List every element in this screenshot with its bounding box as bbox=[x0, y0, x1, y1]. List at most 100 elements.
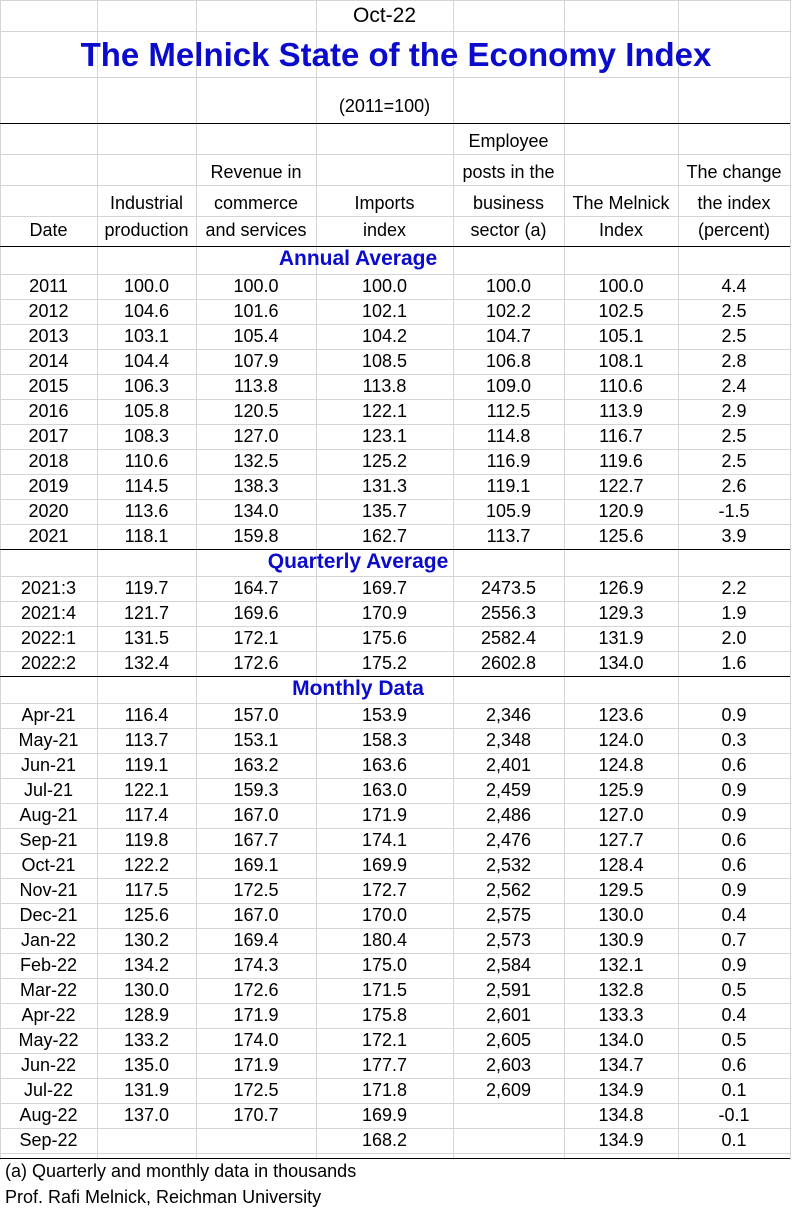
table-cell: 2,348 bbox=[485, 730, 532, 750]
grid-hline bbox=[0, 0, 790, 1]
table-cell: 174.1 bbox=[361, 830, 408, 850]
table-cell: 2,609 bbox=[485, 1080, 532, 1100]
table-cell: 110.6 bbox=[599, 376, 643, 396]
grid-hline bbox=[0, 1128, 790, 1129]
table-cell: 2.4 bbox=[721, 376, 747, 396]
table-cell: 170.9 bbox=[361, 603, 408, 623]
grid-hline bbox=[0, 803, 790, 804]
page-title: The Melnick State of the Economy Index bbox=[80, 36, 712, 73]
grid-vline bbox=[678, 0, 679, 1160]
grid-hline bbox=[0, 324, 790, 325]
table-cell: 2022:1 bbox=[20, 628, 77, 648]
table-cell: 163.0 bbox=[361, 780, 408, 800]
table-cell: 180.4 bbox=[361, 930, 408, 950]
table-cell: 100.0 bbox=[361, 276, 408, 296]
grid-hline bbox=[0, 31, 790, 32]
column-header-line: production bbox=[104, 220, 189, 240]
grid-vline bbox=[0, 0, 1, 1160]
table-cell: 0.5 bbox=[721, 980, 747, 1000]
table-cell: 169.4 bbox=[233, 930, 279, 950]
table-cell: 113.7 bbox=[124, 730, 169, 750]
table-cell: 0.1 bbox=[721, 1130, 747, 1150]
table-cell: 131.5 bbox=[123, 628, 170, 648]
table-cell: 120.9 bbox=[598, 501, 644, 521]
table-cell: 175.0 bbox=[361, 955, 408, 975]
grid-hline bbox=[0, 728, 790, 729]
table-cell: 114.8 bbox=[486, 426, 531, 446]
table-cell: 0.1 bbox=[721, 1080, 747, 1100]
column-header-line: Imports bbox=[354, 193, 415, 213]
grid-hline bbox=[0, 651, 790, 652]
table-cell: 130.9 bbox=[598, 930, 644, 950]
table-cell: 128.4 bbox=[598, 855, 644, 875]
table-cell: 123.1 bbox=[361, 426, 408, 446]
table-cell: 1.9 bbox=[721, 603, 747, 623]
table-cell: 170.7 bbox=[233, 1105, 279, 1125]
table-cell: 172.6 bbox=[233, 653, 279, 673]
table-cell: 2015 bbox=[28, 376, 69, 396]
table-cell: 122.1 bbox=[361, 401, 408, 421]
table-cell: 119.1 bbox=[486, 476, 531, 496]
table-cell: 113.8 bbox=[234, 376, 278, 396]
table-cell: 0.9 bbox=[721, 705, 747, 725]
table-cell: 105.4 bbox=[233, 326, 279, 346]
table-cell: 2,573 bbox=[485, 930, 532, 950]
table-cell: 171.5 bbox=[361, 980, 408, 1000]
table-cell: 1.6 bbox=[721, 653, 747, 673]
table-cell: 134.0 bbox=[598, 1030, 644, 1050]
table-cell: 124.8 bbox=[598, 755, 644, 775]
grid-hline bbox=[0, 928, 790, 929]
table-cell: Sep-22 bbox=[19, 1130, 78, 1150]
table-cell: 0.6 bbox=[721, 755, 747, 775]
table-cell: 134.7 bbox=[598, 1055, 644, 1075]
table-cell: 0.3 bbox=[721, 730, 747, 750]
table-cell: Oct-21 bbox=[21, 855, 76, 875]
table-cell: 131.9 bbox=[123, 1080, 170, 1100]
table-cell: 4.4 bbox=[721, 276, 747, 296]
column-header-line: the index bbox=[697, 193, 771, 213]
column-header-line: Index bbox=[598, 220, 644, 240]
table-cell: 130.0 bbox=[123, 980, 170, 1000]
column-header-line: (percent) bbox=[697, 220, 771, 240]
table-cell: 169.6 bbox=[233, 603, 279, 623]
table-cell: Aug-22 bbox=[19, 1105, 78, 1125]
grid-hline bbox=[0, 576, 790, 577]
table-cell: 134.8 bbox=[598, 1105, 644, 1125]
grid-hline bbox=[0, 1053, 790, 1054]
table-cell: 2602.8 bbox=[480, 653, 537, 673]
table-cell: 2,346 bbox=[485, 705, 532, 725]
table-cell: 175.8 bbox=[361, 1005, 408, 1025]
table-cell: 133.2 bbox=[123, 1030, 170, 1050]
table-cell: 164.7 bbox=[233, 578, 279, 598]
table-cell: 2.9 bbox=[721, 401, 747, 421]
table-cell: 117.5 bbox=[124, 880, 169, 900]
grid-vline bbox=[196, 0, 197, 1160]
table-cell: 2016 bbox=[28, 401, 69, 421]
table-cell: 0.6 bbox=[721, 830, 747, 850]
table-cell: 128.9 bbox=[123, 1005, 170, 1025]
table-cell: -1.5 bbox=[718, 501, 750, 521]
table-cell: 119.8 bbox=[124, 830, 169, 850]
spreadsheet: Oct-22 The Melnick State of the Economy … bbox=[0, 0, 791, 1207]
table-cell: 116.4 bbox=[124, 705, 169, 725]
table-cell: 126.9 bbox=[598, 578, 644, 598]
table-cell: 172.5 bbox=[233, 880, 279, 900]
table-cell: 134.2 bbox=[123, 955, 170, 975]
table-cell: 101.6 bbox=[233, 301, 279, 321]
table-cell: 2014 bbox=[28, 351, 69, 371]
column-header-line: index bbox=[362, 220, 407, 240]
table-cell: Mar-22 bbox=[19, 980, 77, 1000]
table-cell: 102.5 bbox=[598, 301, 644, 321]
table-cell: 167.0 bbox=[233, 805, 279, 825]
grid-hline bbox=[0, 524, 790, 525]
table-cell: Nov-21 bbox=[19, 880, 78, 900]
table-cell: 175.6 bbox=[361, 628, 408, 648]
grid-hline bbox=[0, 499, 790, 500]
table-cell: 134.9 bbox=[598, 1130, 644, 1150]
table-cell: 116.9 bbox=[486, 451, 531, 471]
grid-hline bbox=[0, 703, 790, 704]
table-cell: 2.5 bbox=[721, 301, 747, 321]
table-cell: 2,562 bbox=[485, 880, 532, 900]
table-cell: 125.6 bbox=[598, 526, 644, 546]
table-cell: 170.0 bbox=[361, 905, 408, 925]
